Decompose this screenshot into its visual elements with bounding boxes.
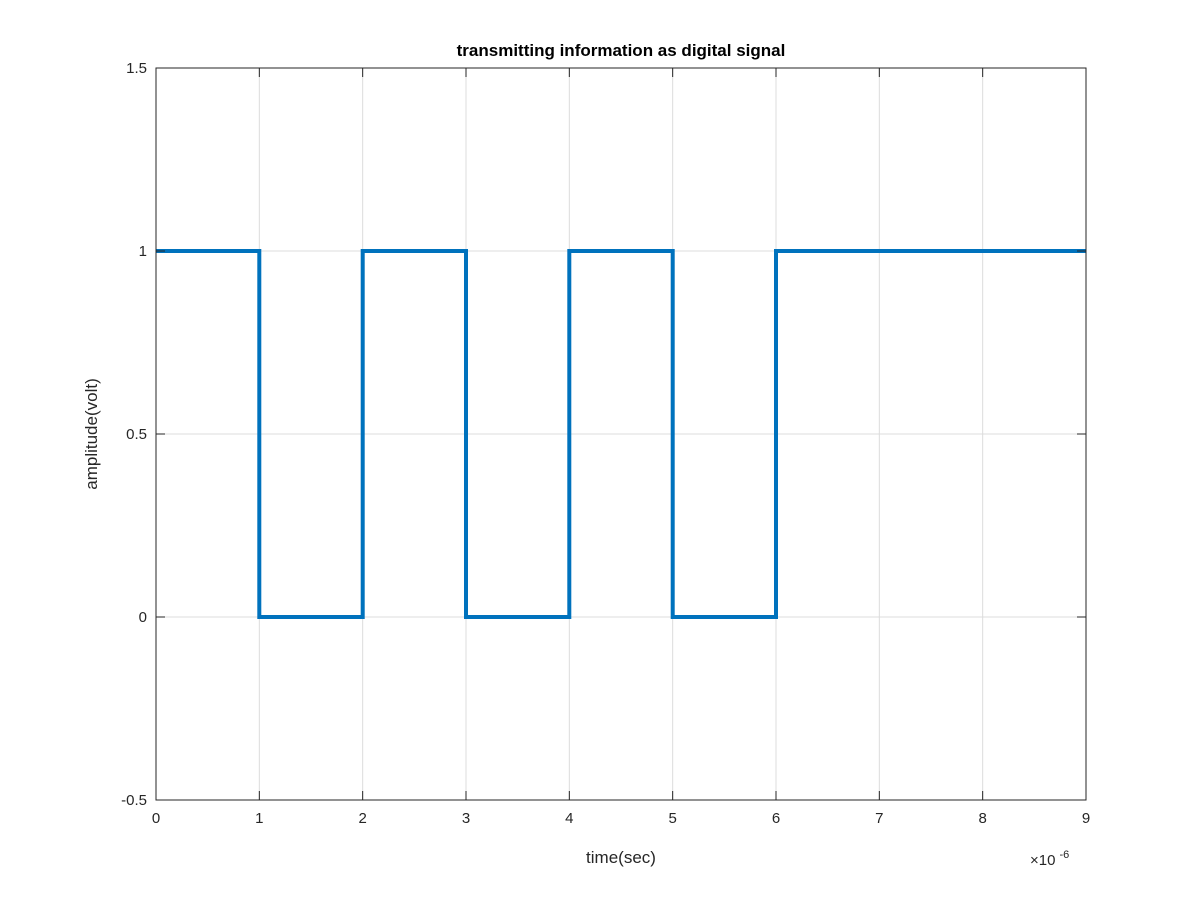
y-tick-label: 1.5 bbox=[126, 60, 147, 77]
x-tick-label: 2 bbox=[358, 810, 366, 827]
tick-marks bbox=[155, 67, 1087, 801]
y-tick-label: 1 bbox=[139, 243, 147, 260]
chart-title: transmitting information as digital sign… bbox=[457, 41, 786, 60]
x-tick-label: 0 bbox=[152, 810, 160, 827]
x-tick-label: 3 bbox=[462, 810, 470, 827]
x-tick-label: 4 bbox=[565, 810, 573, 827]
plot-series bbox=[156, 249, 1086, 619]
y-tick-label: 0.5 bbox=[126, 426, 147, 443]
y-tick-labels: -0.5 0 0.5 1 1.5 bbox=[121, 60, 147, 809]
series-line bbox=[156, 249, 1086, 619]
y-axis-label: amplitude(volt) bbox=[82, 378, 101, 490]
x-axis-exponent: ×10 -6 bbox=[1030, 849, 1069, 869]
y-tick-label: 0 bbox=[139, 609, 147, 626]
x-tick-label: 9 bbox=[1082, 810, 1090, 827]
x-axis-exponent-base: ×10 bbox=[1030, 852, 1055, 869]
x-axis-label: time(sec) bbox=[586, 848, 656, 867]
x-tick-label: 5 bbox=[668, 810, 676, 827]
x-tick-label: 6 bbox=[772, 810, 780, 827]
x-tick-labels: 0 1 2 3 4 5 6 7 8 9 bbox=[152, 810, 1090, 827]
y-tick-label: -0.5 bbox=[121, 792, 147, 809]
x-tick-label: 8 bbox=[978, 810, 986, 827]
x-tick-label: 1 bbox=[255, 810, 263, 827]
x-axis-exponent-power: -6 bbox=[1059, 849, 1069, 861]
x-tick-label: 7 bbox=[875, 810, 883, 827]
